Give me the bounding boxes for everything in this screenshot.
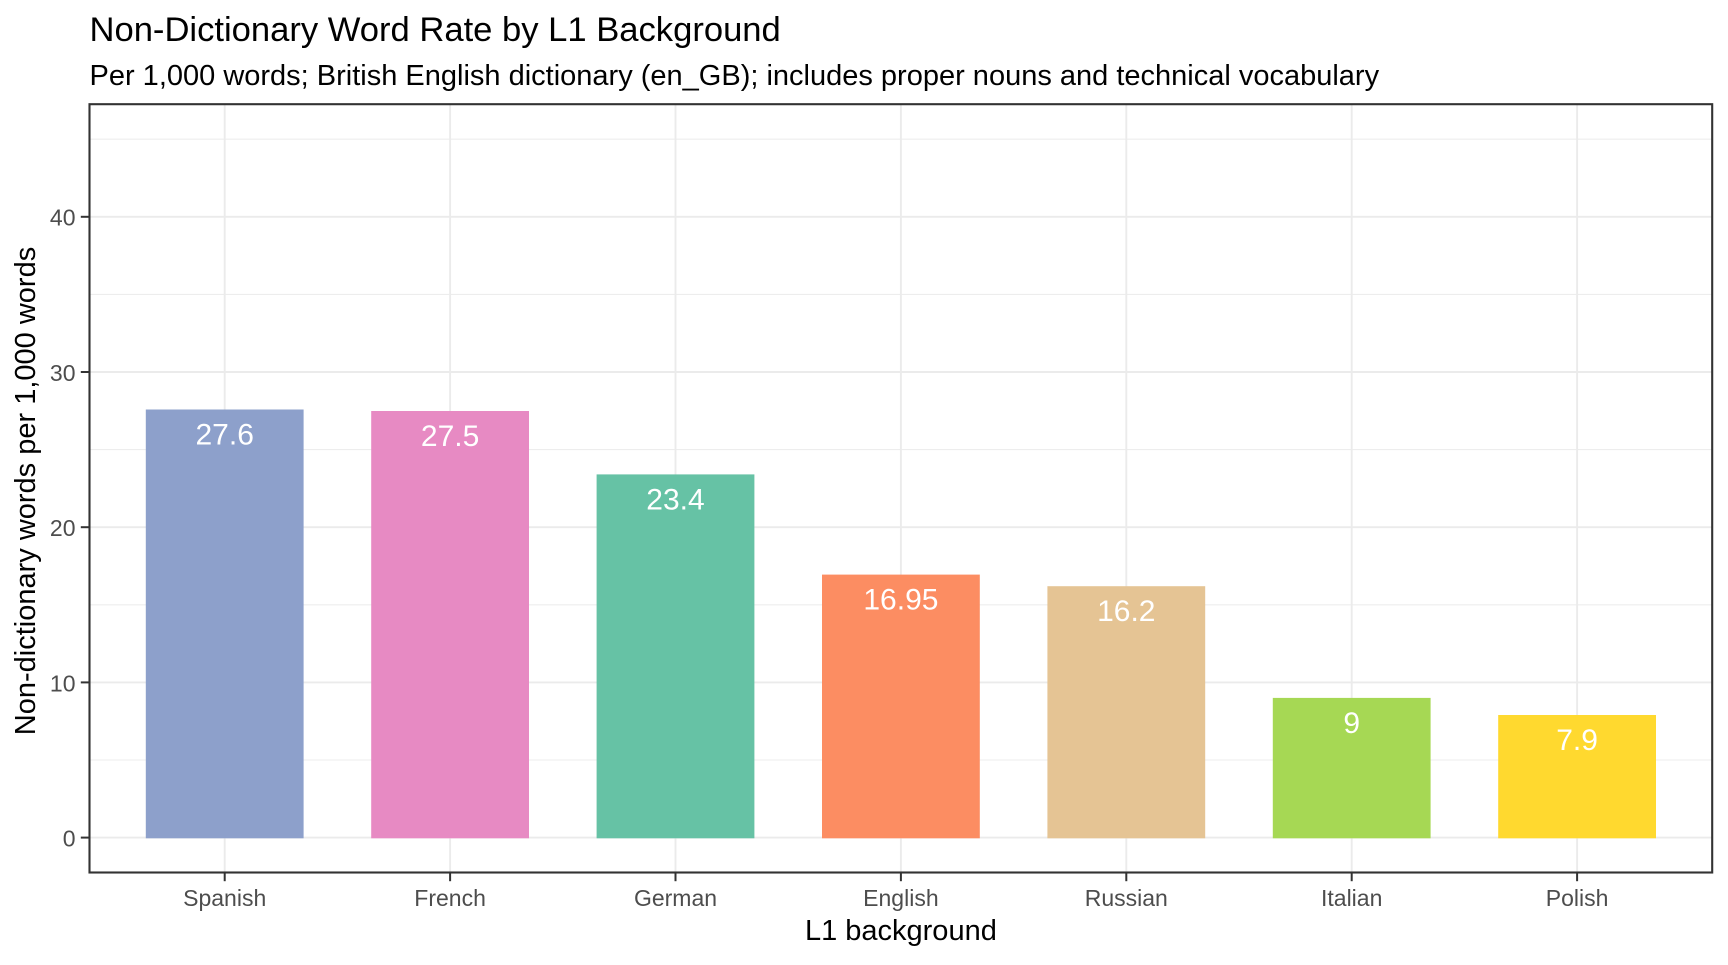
svg-text:Non-dictionary words per 1,000: Non-dictionary words per 1,000 words <box>10 247 42 735</box>
svg-text:9: 9 <box>1343 707 1360 740</box>
svg-text:Italian: Italian <box>1321 885 1382 911</box>
svg-text:23.4: 23.4 <box>646 483 704 516</box>
svg-text:0: 0 <box>63 826 76 852</box>
svg-text:7.9: 7.9 <box>1556 724 1598 757</box>
svg-text:German: German <box>634 885 717 911</box>
svg-text:27.5: 27.5 <box>421 420 479 453</box>
svg-text:16.95: 16.95 <box>863 584 938 617</box>
svg-text:27.6: 27.6 <box>196 419 254 452</box>
svg-text:20: 20 <box>50 515 76 541</box>
svg-text:Russian: Russian <box>1085 885 1168 911</box>
svg-text:Non-Dictionary Word Rate by L1: Non-Dictionary Word Rate by L1 Backgroun… <box>90 11 781 49</box>
svg-text:Polish: Polish <box>1546 885 1609 911</box>
svg-text:Spanish: Spanish <box>183 885 266 911</box>
svg-text:English: English <box>863 885 938 911</box>
svg-text:40: 40 <box>50 205 76 231</box>
svg-text:L1 background: L1 background <box>805 915 997 947</box>
svg-text:French: French <box>414 885 486 911</box>
svg-text:16.2: 16.2 <box>1097 595 1155 628</box>
svg-text:10: 10 <box>50 670 76 696</box>
svg-text:Per 1,000 words; British Engli: Per 1,000 words; British English diction… <box>90 60 1380 92</box>
svg-text:30: 30 <box>50 360 76 386</box>
